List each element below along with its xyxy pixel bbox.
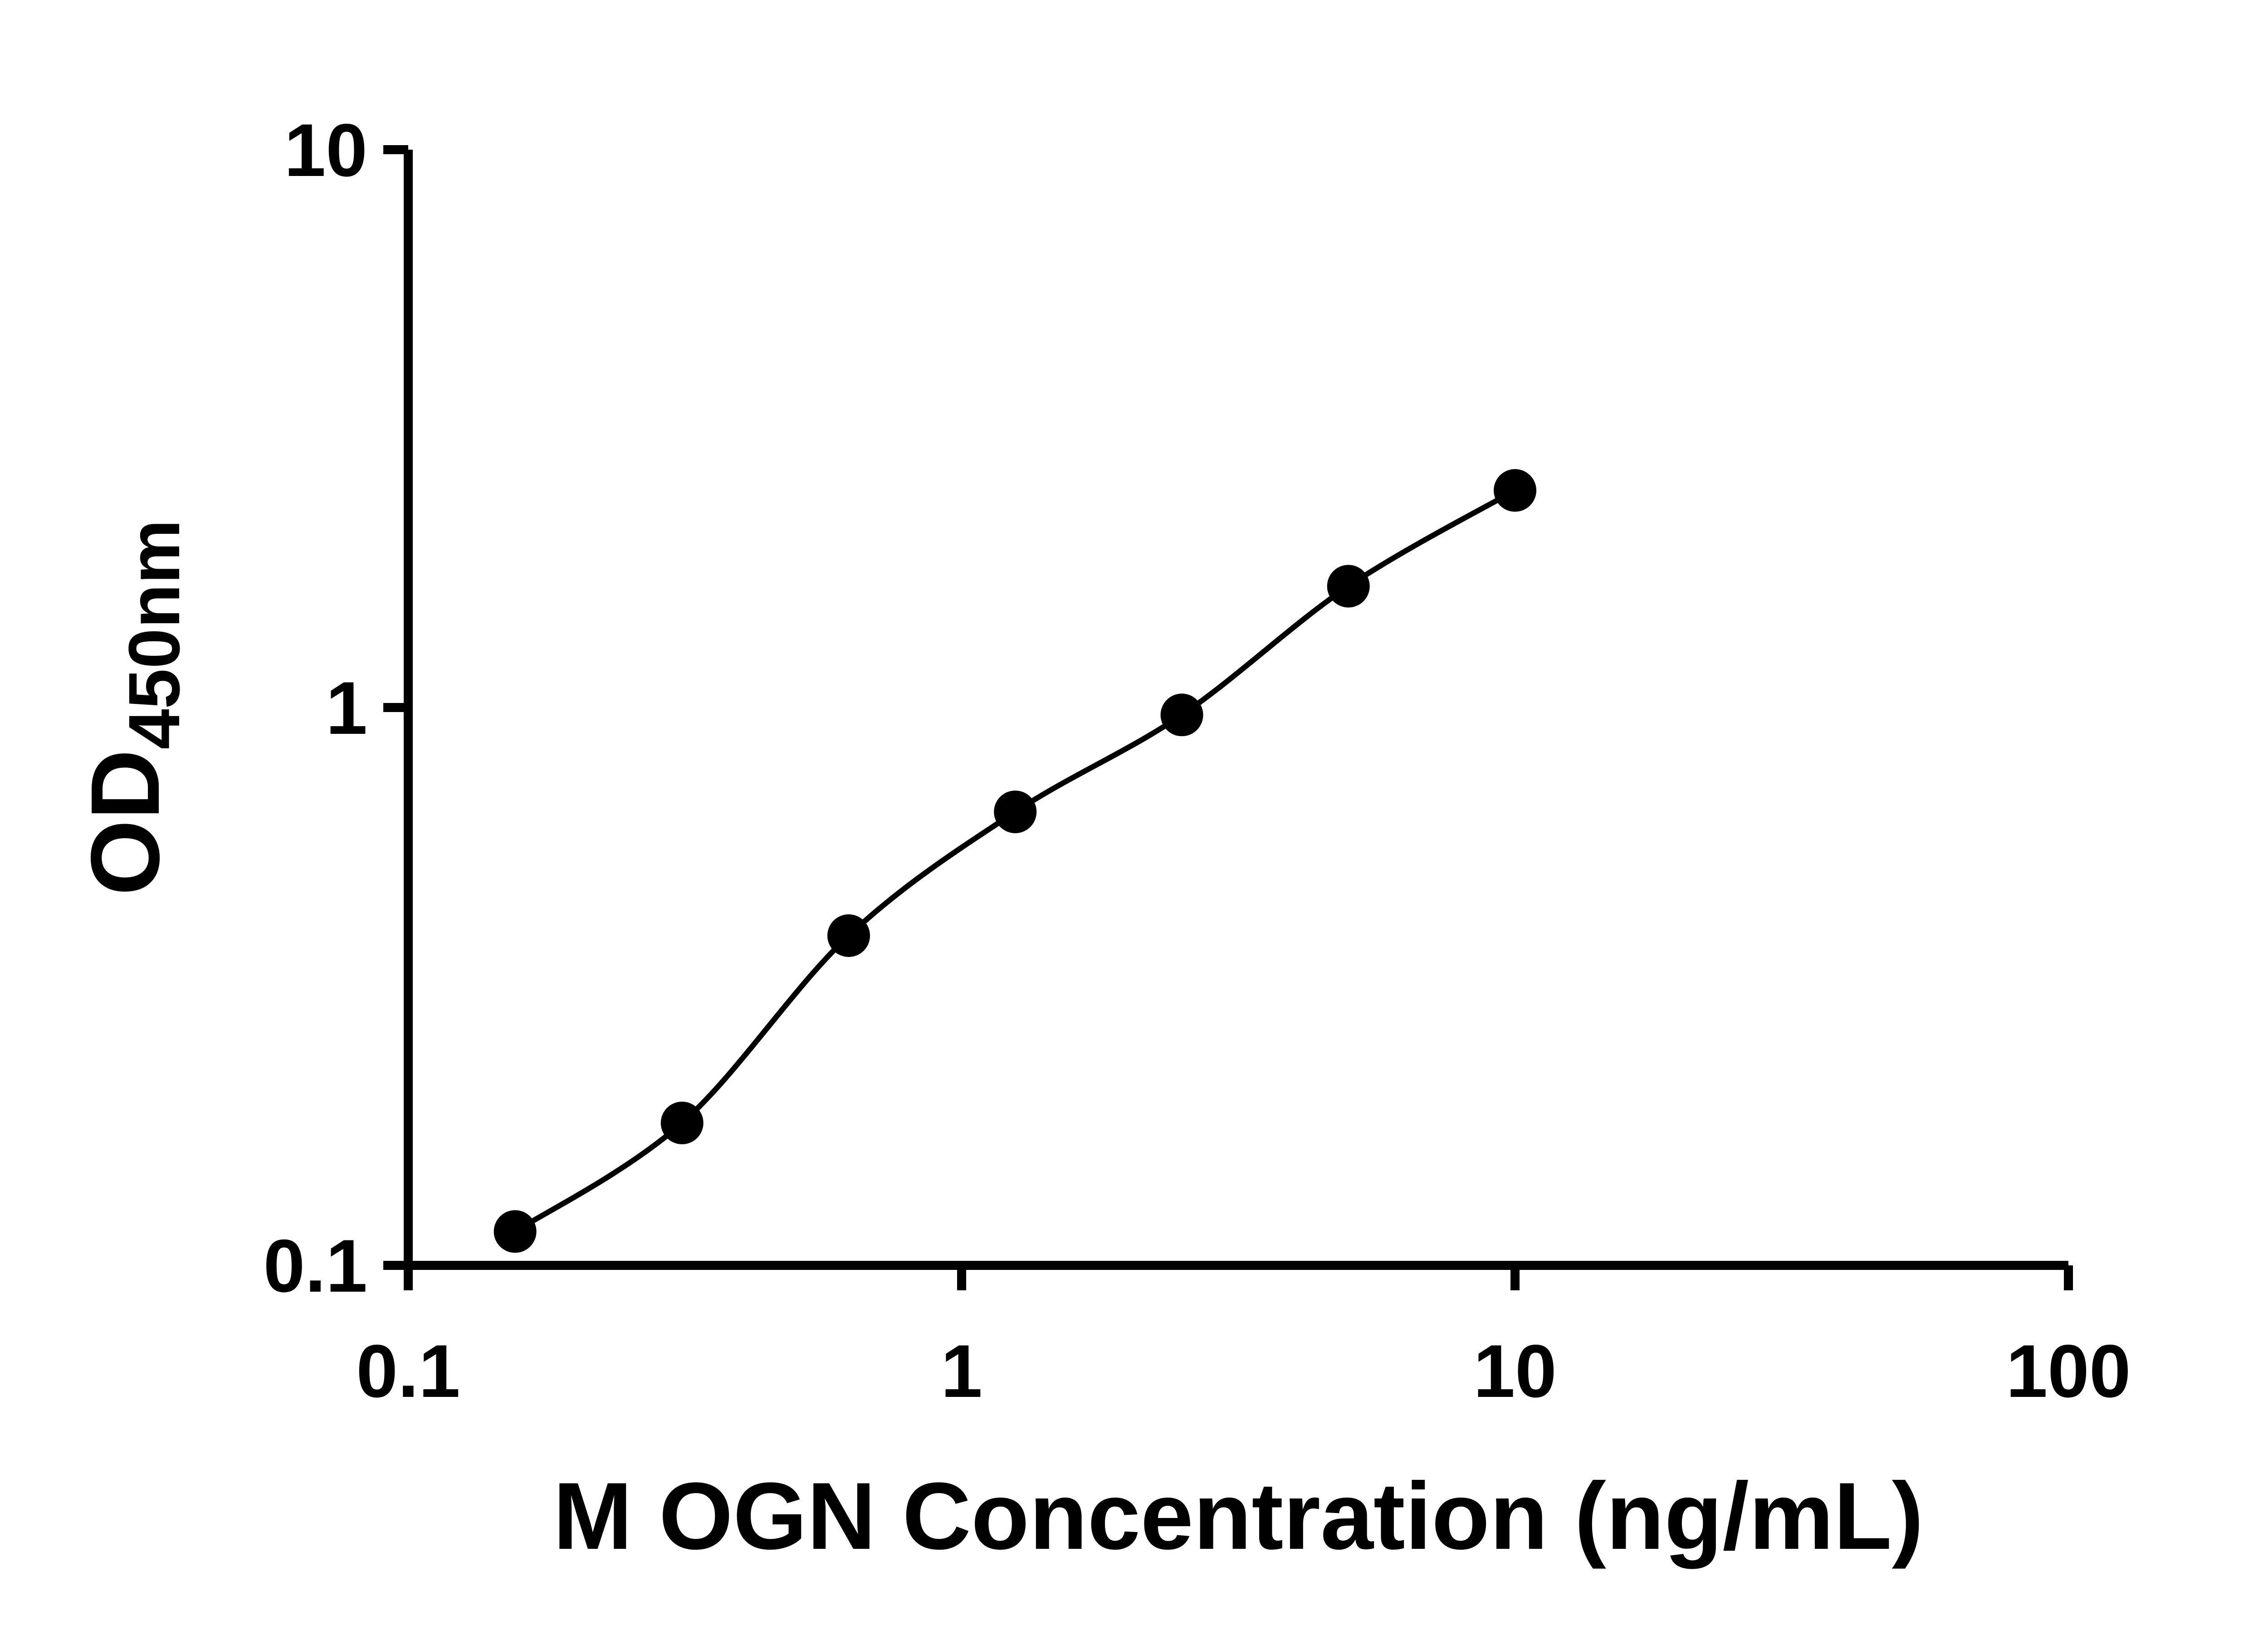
y-axis-title-subscript: 450nm — [113, 519, 195, 749]
axis-frame — [404, 150, 2068, 1270]
x-axis-title: M OGN Concentration (ng/mL) — [553, 1463, 1923, 1569]
x-axis-tick-label: 0.1 — [356, 1329, 460, 1413]
data-point-marker — [1327, 565, 1370, 608]
data-point-marker — [1160, 693, 1203, 737]
x-axis-tick-label: 10 — [1473, 1329, 1557, 1413]
data-point-marker — [1494, 469, 1536, 512]
y-axis-tick-label: 0.1 — [264, 1224, 367, 1308]
data-point-marker — [660, 1102, 704, 1144]
x-axis-tick-label: 100 — [2006, 1329, 2131, 1413]
y-axis-title-main: OD — [70, 749, 180, 896]
data-point-marker — [494, 1210, 537, 1253]
y-axis-title: OD450nm — [70, 519, 195, 895]
x-axis-tick-label: 1 — [941, 1329, 982, 1413]
data-point-marker — [827, 914, 870, 957]
y-axis-tick-label: 10 — [284, 108, 367, 192]
y-axis-tick-label: 1 — [326, 666, 367, 750]
data-point-marker — [994, 791, 1037, 834]
